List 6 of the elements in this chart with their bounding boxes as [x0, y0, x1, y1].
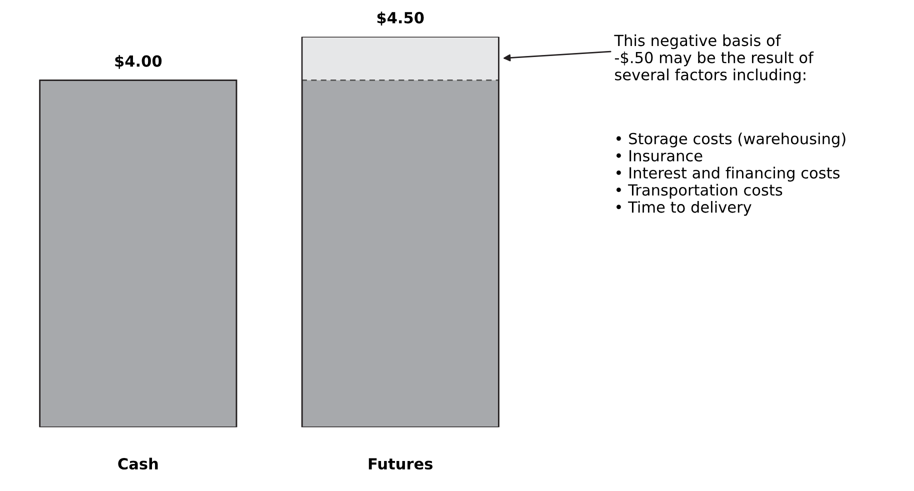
- x-tick-label: Cash: [118, 458, 158, 470]
- data-label: $4.00: [115, 55, 162, 69]
- data-label: $4.50: [377, 12, 424, 26]
- text: This negative basis of -$.50 may be the result of several factors including:: [614, 34, 814, 84]
- text: • Storage costs (warehousing) • Insurance • Interest and financing costs • Transportation costs • Time to delivery: [616, 132, 846, 216]
- x-tick-label: Futures: [368, 458, 432, 470]
